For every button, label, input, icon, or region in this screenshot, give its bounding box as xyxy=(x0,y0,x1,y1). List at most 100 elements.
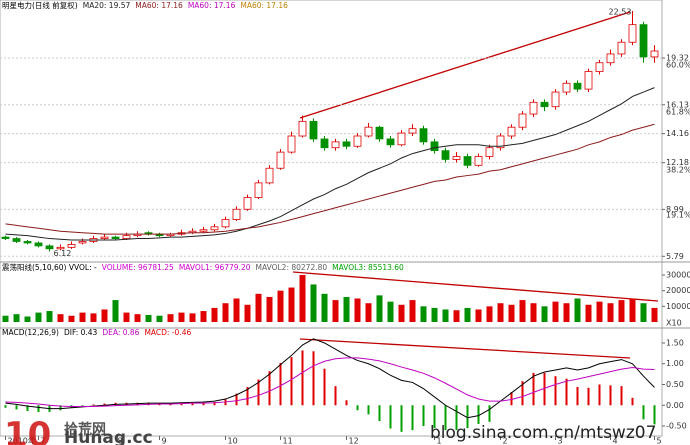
volume-bar xyxy=(464,307,471,322)
volume-bar xyxy=(101,309,108,322)
volume-bar xyxy=(13,314,20,322)
high-label: 22.53 xyxy=(609,8,632,17)
volume-bar xyxy=(35,312,42,322)
volume-bar xyxy=(332,300,339,322)
candle-body xyxy=(496,135,505,149)
volume-bar xyxy=(420,306,427,322)
legend-item: MACD: -0.46 xyxy=(144,328,192,337)
candle-body xyxy=(23,241,32,244)
legend-item: VOLUME: 96781.25 xyxy=(101,263,174,272)
candle-body xyxy=(210,226,219,231)
candle-body xyxy=(243,197,252,210)
volume-bar xyxy=(112,300,119,322)
volume-bar xyxy=(299,275,306,322)
volume-bar xyxy=(574,298,581,322)
candle-body xyxy=(584,71,593,90)
candle-body xyxy=(639,24,648,58)
candle-body xyxy=(386,138,395,146)
fib-label: 38.2% xyxy=(666,165,690,174)
watermark-blog: blog.sina.com.cn/mtswz07 xyxy=(430,423,657,443)
legend-item: MA60: 17.16 xyxy=(135,1,183,10)
trend-line xyxy=(299,11,631,119)
x-tick-label: 3 xyxy=(558,437,563,445)
volume-bar xyxy=(178,312,185,322)
trend-line xyxy=(299,338,631,359)
y-tick-label: 1.50 xyxy=(666,338,684,347)
candle-body xyxy=(67,244,76,248)
candle-body xyxy=(474,156,483,166)
candle-body xyxy=(265,167,274,184)
volume-bar xyxy=(79,312,86,322)
candle-body xyxy=(408,128,417,134)
candle-body xyxy=(342,141,351,147)
x-tick-label: 5 xyxy=(657,437,662,445)
volume-bar xyxy=(651,307,658,322)
volume-bar xyxy=(453,310,460,322)
trend-line xyxy=(292,271,659,302)
volume-bar xyxy=(640,303,647,322)
candle-body xyxy=(353,135,362,147)
volume-bar xyxy=(508,304,515,322)
fib-label: 60.0% xyxy=(666,60,690,69)
volume-bar xyxy=(255,293,262,322)
chart-layer: 5.798.9912.1814.1616.1319.3260.0%61.8%38… xyxy=(0,8,690,445)
candle-body xyxy=(199,229,208,232)
legend-item: MAVOL2: 80272.80 xyxy=(255,263,328,272)
volume-bar xyxy=(222,303,229,322)
volume-bar xyxy=(321,293,328,322)
fib-label: 19.1% xyxy=(666,211,690,220)
x-tick-label: 2 xyxy=(503,437,508,445)
volume-bar xyxy=(475,309,482,322)
series-line xyxy=(5,338,655,419)
volume-bar xyxy=(189,313,196,322)
candle-body xyxy=(551,91,560,108)
volume-bar xyxy=(387,301,394,322)
volume-bar xyxy=(277,290,284,322)
series-line xyxy=(5,357,655,408)
volume-bar xyxy=(244,304,251,322)
candle-body xyxy=(254,182,263,198)
watermark-logo: 10 xyxy=(4,415,52,445)
candle-body xyxy=(595,62,604,72)
y-tick-label: 0.50 xyxy=(666,380,684,389)
candle-body xyxy=(56,246,65,250)
candle-body xyxy=(45,245,54,250)
volume-bar xyxy=(398,304,405,322)
volume-bar xyxy=(376,295,383,322)
volume-bar xyxy=(343,296,350,322)
volume-bar xyxy=(211,307,218,322)
candle-body xyxy=(122,235,131,239)
volume-bar xyxy=(607,303,614,322)
candle-body xyxy=(628,24,637,43)
candle-body xyxy=(430,141,439,152)
candle-body xyxy=(12,238,21,242)
volume-bar xyxy=(519,300,526,322)
volume-bar xyxy=(431,307,438,322)
volume-bar xyxy=(123,312,130,322)
volume-bar xyxy=(167,314,174,322)
volume-bar xyxy=(497,303,504,322)
volume-bar xyxy=(233,298,240,322)
panel-title: 震荡阳线(5,10,60) VVOL: - xyxy=(2,263,97,272)
candle-body xyxy=(650,50,659,58)
low-label: 6.12 xyxy=(54,249,72,258)
candle-body xyxy=(309,120,318,140)
y-tick-label: 14.16 xyxy=(666,129,689,138)
candle-body xyxy=(463,156,472,166)
x-tick-label: 7 xyxy=(41,437,46,445)
candle-body xyxy=(100,236,109,239)
x-tick-label: 10 xyxy=(228,437,238,445)
y-tick-label: 0.00 xyxy=(666,401,684,410)
x-tick-label: 4 xyxy=(613,437,618,445)
macd-header: MACD(12,26,9) DIF: 0.43 DEA: 0.86 MACD: -0.… xyxy=(2,328,196,337)
candle-body xyxy=(529,101,538,115)
y-tick-label: -0.50 xyxy=(666,422,687,431)
y-tick-label: 30000 xyxy=(666,271,690,280)
candle-body xyxy=(441,150,450,160)
candle-body xyxy=(111,236,120,239)
y-tick-label: 5.79 xyxy=(666,252,684,261)
volume-bar xyxy=(530,303,537,322)
plot-frame xyxy=(0,0,663,437)
volume-bar xyxy=(156,315,163,322)
